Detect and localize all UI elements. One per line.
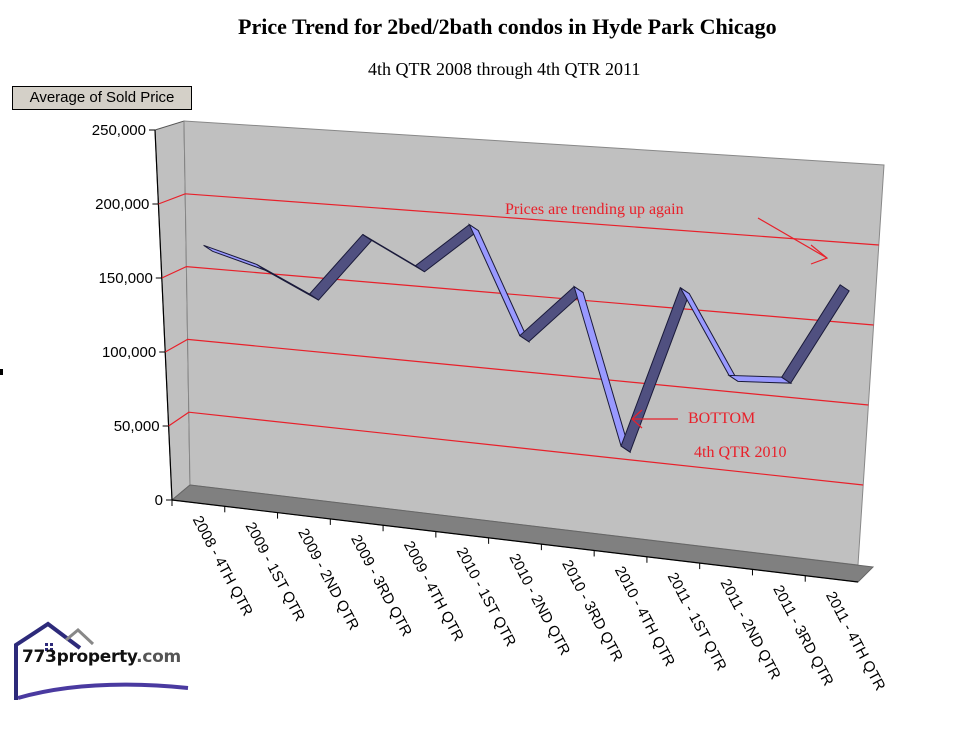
- y-axis-line: [154, 129, 173, 501]
- y-axis-ticks: 0 50,000 100,000 150,000 200,000 250,000: [92, 122, 172, 509]
- trend-annotation: Prices are trending up again: [505, 201, 684, 218]
- y-tick-label: 150,000: [99, 270, 153, 287]
- y-tick-label: 250,000: [92, 122, 146, 139]
- gridline: [161, 265, 874, 326]
- x-axis-line: [171, 499, 859, 583]
- chart-subtitle: 4th QTR 2008 through 4th QTR 2011: [368, 59, 641, 79]
- gridlines: [158, 193, 879, 486]
- trend-arrow-icon: [757, 217, 829, 265]
- gridline: [158, 193, 879, 246]
- line-segment: [780, 284, 850, 384]
- series-average-sold-price: [203, 223, 850, 454]
- bottom-arrow-icon: [631, 409, 678, 429]
- chart-title: Price Trend for 2bed/2bath condos in Hyd…: [238, 14, 777, 39]
- y-tick-label: 100,000: [102, 344, 156, 361]
- gridline: [164, 338, 869, 406]
- bottom-period-annotation: 4th QTR 2010: [694, 444, 786, 461]
- logo-text: 773property.com: [22, 647, 181, 667]
- y-tick-label: 50,000: [114, 418, 160, 435]
- gridline: [168, 411, 864, 486]
- pivot-field-button[interactable]: Average of Sold Price: [12, 86, 192, 110]
- y-tick-label: 0: [155, 492, 163, 509]
- house-roof-icon: [14, 621, 189, 700]
- bottom-annotation: BOTTOM: [688, 410, 755, 427]
- brand-logo[interactable]: 773property.com: [8, 620, 198, 710]
- y-tick-label: 200,000: [95, 196, 149, 213]
- edge-marker: [0, 369, 3, 375]
